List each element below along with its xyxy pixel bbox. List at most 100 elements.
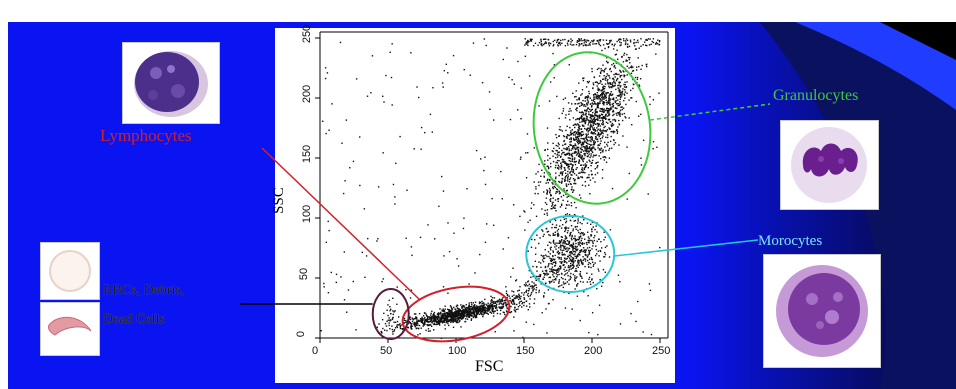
lymphocyte-image — [122, 42, 220, 124]
event-dot — [572, 145, 575, 147]
event-dot — [582, 137, 584, 140]
event-dot — [570, 38, 572, 40]
event-dot — [576, 146, 578, 148]
event-dot — [461, 311, 463, 313]
event-dot — [584, 163, 587, 165]
event-dot — [521, 292, 523, 294]
event-dot — [506, 307, 508, 310]
event-dot — [634, 45, 636, 47]
event-dot — [612, 97, 615, 99]
event-dot — [562, 241, 565, 243]
event-dot — [431, 310, 433, 312]
event-dot — [531, 287, 533, 289]
event-dot — [578, 98, 580, 100]
event-dot — [472, 309, 475, 311]
event-dot — [461, 315, 464, 317]
event-dot — [596, 68, 599, 71]
event-dot — [554, 265, 556, 267]
event-dot — [555, 242, 557, 244]
event-dot — [586, 231, 589, 233]
event-dot — [591, 40, 593, 42]
event-dot — [582, 234, 585, 236]
event-dot — [584, 258, 587, 260]
event-dot — [593, 236, 595, 239]
event-dot — [444, 324, 446, 326]
event-dot — [578, 102, 580, 105]
event-dot — [565, 221, 567, 224]
event-dot — [537, 192, 539, 195]
event-dot — [604, 47, 606, 50]
event-dot — [604, 125, 606, 128]
event-dot — [577, 254, 579, 256]
event-dot — [580, 128, 583, 130]
event-dot — [586, 161, 588, 163]
event-dot — [555, 192, 557, 195]
event-dot — [560, 247, 562, 249]
event-dot — [641, 64, 643, 67]
event-dot — [490, 312, 493, 314]
event-dot — [527, 39, 529, 42]
event-dot — [584, 180, 587, 183]
event-dot — [611, 78, 614, 80]
event-dot — [615, 100, 617, 102]
event-dot — [575, 154, 578, 156]
event-dot — [552, 241, 555, 243]
event-dot — [573, 253, 575, 256]
event-dot — [577, 143, 580, 145]
event-dot — [606, 56, 608, 59]
event-dot — [457, 307, 459, 310]
event-dot — [601, 91, 604, 94]
sickle-cell-icon — [48, 316, 92, 336]
event-dot — [582, 232, 584, 234]
event-dot — [564, 282, 567, 285]
event-dot — [572, 250, 575, 253]
event-dot — [585, 133, 587, 135]
event-dot — [524, 44, 526, 46]
event-dot — [331, 103, 333, 105]
event-dot — [620, 93, 622, 95]
event-dot — [455, 305, 458, 308]
event-dot — [492, 309, 494, 311]
event-dot — [449, 316, 451, 318]
event-dot — [617, 99, 619, 101]
event-dot — [583, 105, 585, 107]
event-dot — [493, 310, 495, 313]
event-dot — [574, 275, 576, 277]
event-dot — [555, 248, 557, 250]
event-dot — [471, 303, 473, 306]
event-dot — [621, 56, 623, 58]
event-dot — [599, 98, 602, 101]
event-dot — [533, 285, 536, 287]
event-dot — [574, 123, 577, 125]
event-dot — [591, 119, 593, 122]
event-dot — [492, 307, 494, 310]
event-dot — [471, 307, 474, 309]
event-dot — [563, 151, 565, 154]
event-dot — [556, 251, 559, 254]
event-dot — [325, 132, 327, 135]
event-dot — [529, 219, 531, 221]
event-dot — [469, 312, 471, 314]
event-dot — [576, 123, 579, 125]
event-dot — [605, 95, 607, 98]
event-dot — [577, 243, 580, 246]
event-dot — [546, 209, 549, 211]
event-dot — [645, 38, 648, 41]
bright-swoosh — [795, 22, 956, 110]
event-dot — [479, 158, 482, 160]
event-dot — [616, 130, 619, 133]
event-dot — [553, 64, 556, 66]
event-dot — [608, 108, 610, 110]
event-dot — [572, 146, 574, 148]
event-dot — [474, 314, 476, 316]
event-dot — [563, 249, 565, 251]
event-dot — [419, 236, 422, 239]
event-dot — [564, 240, 566, 243]
event-dot — [508, 76, 510, 79]
event-dot — [609, 128, 611, 131]
event-dot — [590, 121, 593, 123]
event-dot — [625, 40, 627, 42]
event-dot — [486, 307, 488, 310]
event-dot — [440, 175, 443, 178]
event-dot — [494, 301, 496, 303]
